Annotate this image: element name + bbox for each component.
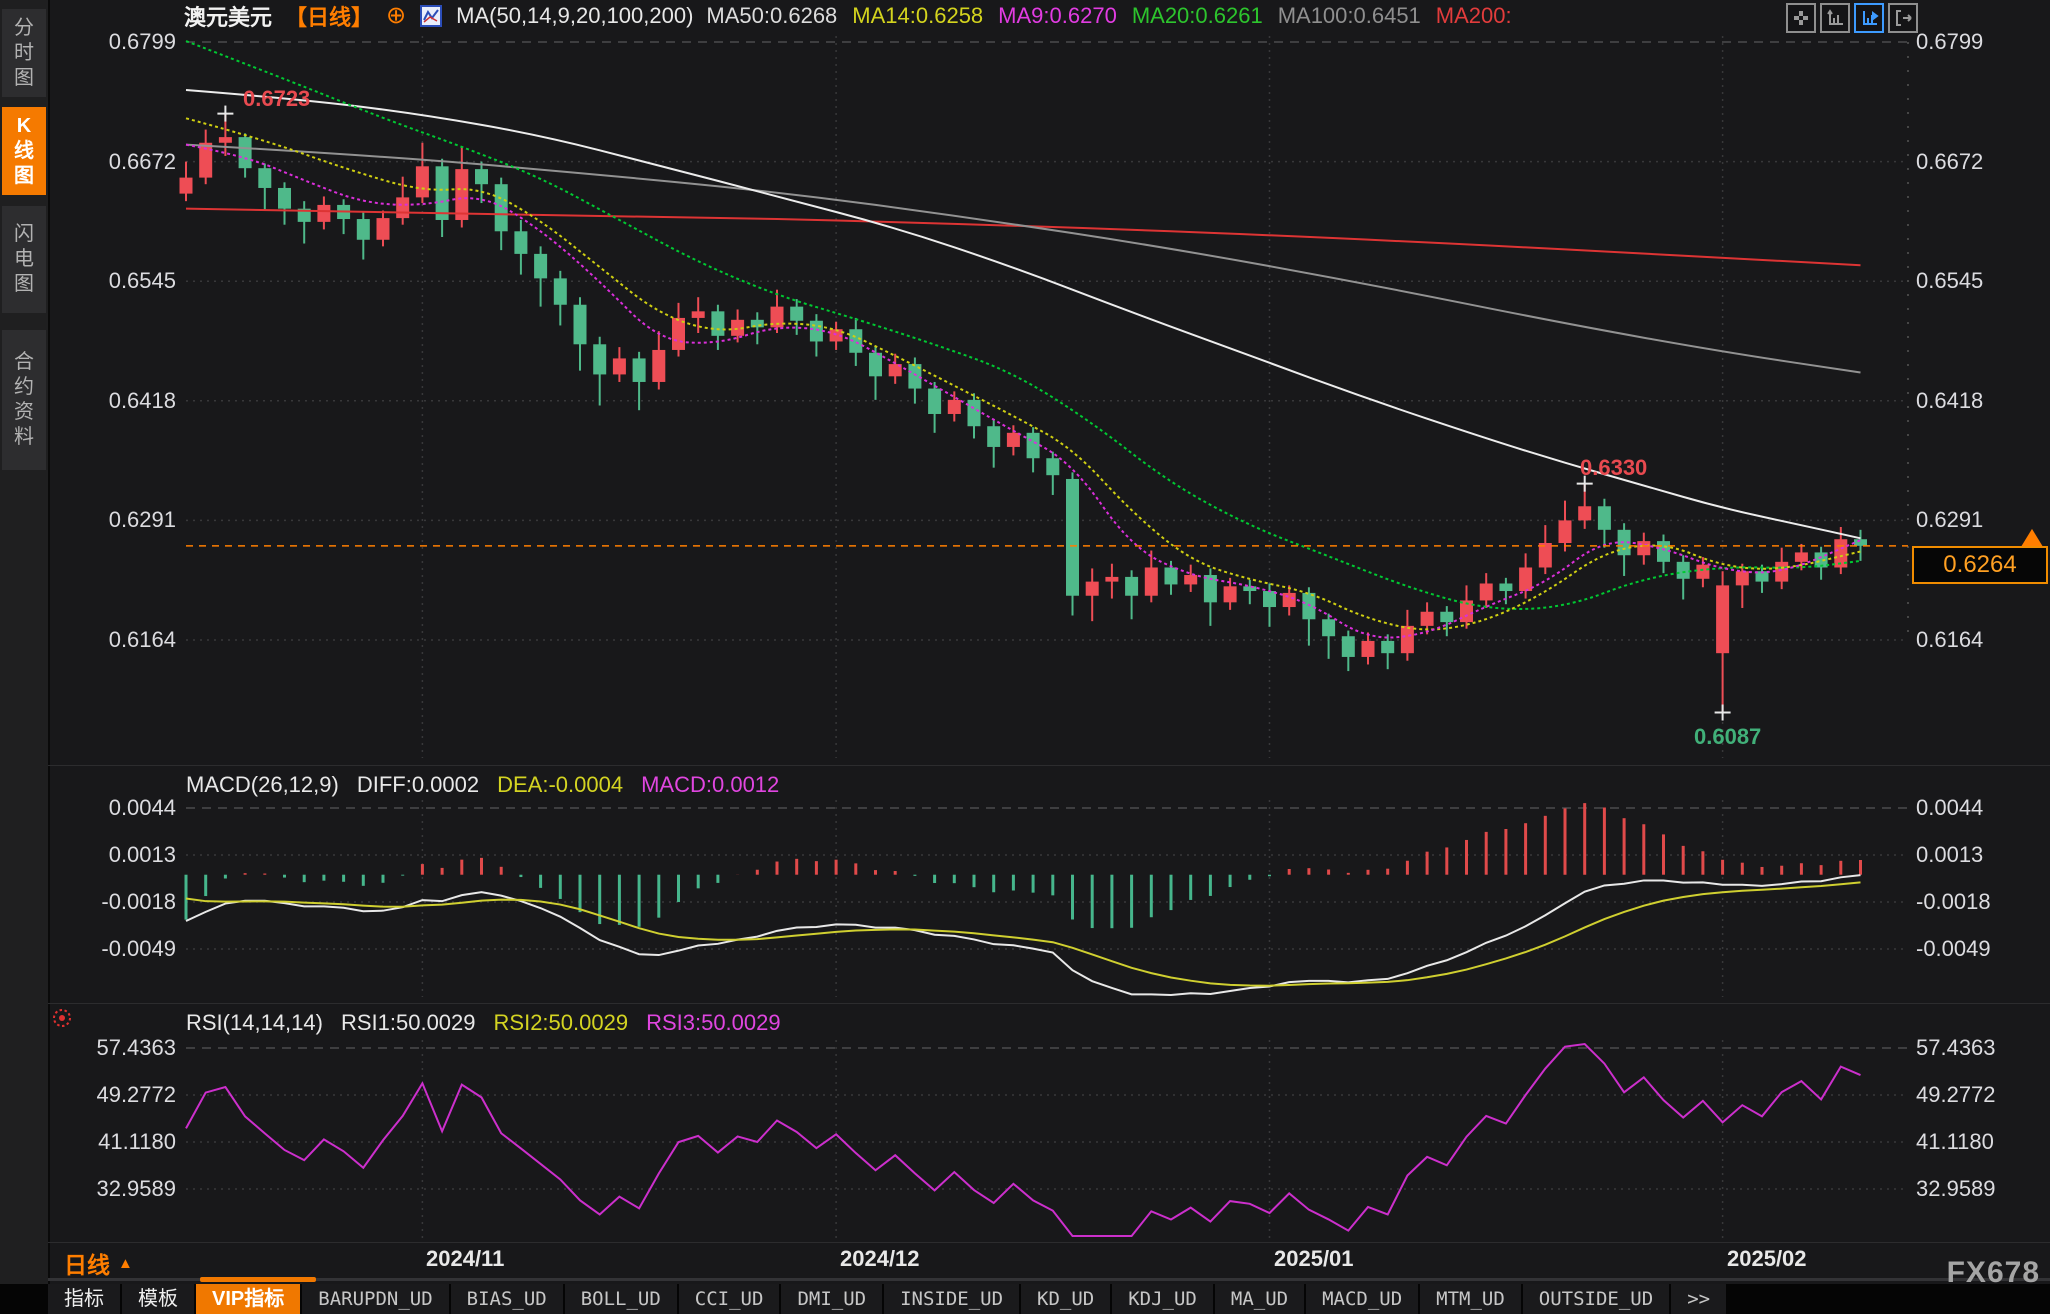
pane-separator (48, 1003, 2050, 1004)
indicator-tab[interactable]: CCI_UD (678, 1284, 780, 1314)
indicator-tab[interactable]: 模板 (122, 1284, 194, 1314)
scrollbar-thumb[interactable] (200, 1277, 316, 1282)
pane-exit-icon[interactable] (1888, 3, 1918, 33)
date-axis-label: 2025/02 (1727, 1246, 1807, 1271)
axis-label: 0.6164 (108, 627, 176, 652)
sidebar-item-1[interactable]: 分时图 (2, 9, 46, 97)
axis-label: 0.6799 (108, 29, 176, 54)
axis-label: 0.6291 (1916, 507, 1984, 532)
ma-group-label: MA(50,14,9,20,100,200) (456, 3, 694, 28)
rsi2-label: RSI2:50.0029 (493, 1010, 629, 1035)
current-price-value: 0.6264 (1943, 551, 2017, 578)
axis-scale-active-icon[interactable] (1854, 3, 1884, 33)
timeframe-selector[interactable]: 日线 ▲ (64, 1246, 133, 1280)
sidebar-item-3[interactable]: 闪电图 (2, 206, 46, 313)
axis-label: 0.6672 (108, 149, 176, 174)
axis-label: -0.0049 (1916, 936, 1991, 961)
indicator-tab[interactable]: MTM_UD (1420, 1284, 1521, 1314)
scrollbar-track[interactable] (48, 1278, 2050, 1281)
axis-label: 0.6418 (1916, 388, 1984, 413)
indicator-tab[interactable]: MA_UD (1214, 1284, 1305, 1314)
period-tag: 【日线】 (285, 5, 374, 30)
macd-macd-label: MACD:0.0012 (641, 772, 780, 797)
indicator-tab[interactable]: INSIDE_UD (884, 1284, 1020, 1314)
period-low-annotation: 0.6087 (1694, 724, 1762, 749)
indicator-tab[interactable]: MACD_UD (1306, 1284, 1419, 1314)
axis-label: -0.0018 (101, 889, 176, 914)
rsi-indicator-row: RSI(14,14,14) RSI1:50.0029 RSI2:50.0029 … (186, 1010, 781, 1036)
date-axis-label: 2024/11 (426, 1246, 505, 1271)
axis-label: 0.6164 (1916, 627, 1984, 652)
sidebar-item-4[interactable]: 合约资料 (2, 330, 46, 470)
axis-label: 0.6418 (108, 388, 176, 413)
pane-separator (48, 1242, 2050, 1243)
period-high-annotation: 0.6723 (243, 86, 311, 111)
indicator-tab[interactable]: BIAS_UD (450, 1284, 563, 1314)
axis-label: 0.6291 (108, 507, 176, 532)
macd-dea-label: DEA:-0.0004 (497, 772, 624, 797)
indicator-tab[interactable]: KDJ_UD (1112, 1284, 1213, 1314)
axis-label: 57.4363 (1916, 1035, 1996, 1060)
indicator-tab[interactable]: 指标 (48, 1284, 120, 1314)
axis-label: 32.9589 (96, 1176, 176, 1201)
indicator-tab[interactable]: VIP指标 (196, 1284, 301, 1314)
indicator-tab-bar: 指标 模板 VIP指标 BARUPDN_UD BIAS_UD BOLL_UD CCI_UD D… (0, 1284, 2050, 1314)
indicator-tab[interactable]: KD_UD (1021, 1284, 1111, 1314)
indicator-thumbnail-icon[interactable] (419, 4, 443, 28)
macd-diff-label: DIFF:0.0002 (356, 772, 480, 797)
indicator-tab[interactable]: DMI_UD (781, 1284, 883, 1314)
crosshair-icon[interactable] (1786, 3, 1816, 33)
axis-label: 0.6799 (1916, 29, 1984, 54)
rsi1-label: RSI1:50.0029 (340, 1010, 476, 1035)
indicator-tab[interactable]: BOLL_UD (564, 1284, 677, 1314)
macd-indicator-row: MACD(26,12,9) DIFF:0.0002 DEA:-0.0004 MA… (186, 772, 779, 798)
axis-label: 41.1180 (98, 1129, 176, 1154)
axis-label: 0.0044 (1916, 795, 1984, 820)
axis-label: 41.1180 (1916, 1129, 1994, 1154)
symbol-title: 澳元美元 (184, 5, 273, 30)
axis-label: 49.2772 (1916, 1082, 1996, 1107)
chart-header: 澳元美元 【日线】 ⊕ MA(50,14,9,20,100,200) MA50:… (184, 2, 1512, 30)
ma-values: MA50:0.6268 MA14:0.6258 MA9:0.6270 MA20:0.6… (706, 3, 1511, 29)
ma-value-label: MA200: (1435, 3, 1512, 28)
ma-value-label: MA9:0.6270 (998, 3, 1117, 28)
indicator-tab[interactable]: BARUPDN_UD (302, 1284, 449, 1314)
axis-label: 0.6545 (108, 268, 176, 293)
current-price-box: 0.6264 (1912, 546, 2048, 584)
axis-scale-icon[interactable] (1820, 3, 1850, 33)
swing-high-annotation: 0.6330 (1580, 455, 1648, 480)
axis-label: 0.0013 (108, 842, 176, 867)
axis-label: 0.0013 (1916, 842, 1984, 867)
axis-label: -0.0018 (1916, 889, 1991, 914)
ma-value-label: MA14:0.6258 (852, 3, 984, 28)
axis-label: 0.0044 (108, 795, 176, 820)
pane-separator (48, 765, 2050, 766)
rsi-params-label: RSI(14,14,14) (186, 1010, 323, 1035)
rsi3-label: RSI3:50.0029 (646, 1010, 781, 1035)
axis-label: 0.6545 (1916, 268, 1984, 293)
brand-watermark: FX678 (1946, 1256, 2040, 1289)
chart-toolbar (1786, 3, 1918, 33)
axis-label: 32.9589 (1916, 1176, 1996, 1201)
ma-value-label: MA20:0.6261 (1131, 3, 1263, 28)
timeframe-arrow-icon: ▲ (118, 1254, 133, 1272)
axis-label: -0.0049 (101, 936, 176, 961)
timeframe-label: 日线 (64, 1252, 110, 1278)
indicator-tab[interactable]: >> (1671, 1284, 1727, 1314)
axis-label: 0.6672 (1916, 149, 1984, 174)
axis-label: 57.4363 (96, 1035, 176, 1060)
axis-label: 49.2772 (96, 1082, 176, 1107)
expand-icon[interactable]: ⊕ (386, 2, 407, 29)
date-axis-label: 2024/12 (840, 1246, 920, 1271)
macd-params-label: MACD(26,12,9) (186, 772, 339, 797)
ma-value-label: MA50:0.6268 (706, 3, 838, 28)
rsi-settings-icon[interactable] (50, 1006, 74, 1035)
date-axis-label: 2025/01 (1274, 1246, 1354, 1271)
indicator-tab[interactable]: OUTSIDE_UD (1522, 1284, 1670, 1314)
ma-value-label: MA100:0.6451 (1277, 3, 1421, 28)
